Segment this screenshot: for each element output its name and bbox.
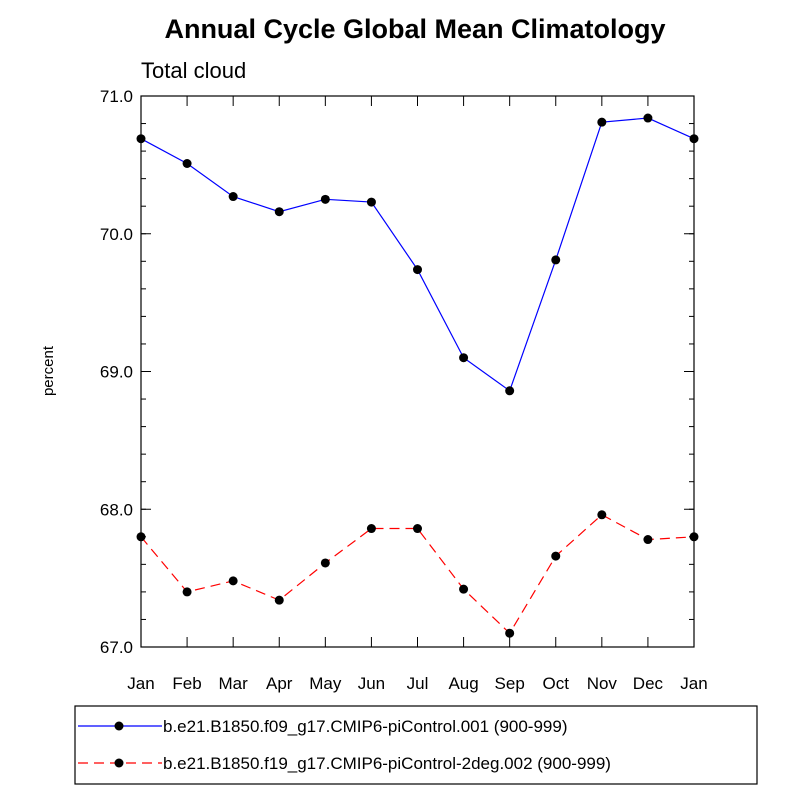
series-2 (136, 510, 699, 638)
x-tick-label: Mar (219, 674, 249, 693)
series-1 (136, 113, 699, 396)
x-tick-label: Sep (495, 674, 525, 693)
data-point (689, 532, 699, 542)
data-point (366, 197, 376, 207)
x-tick-label: Jan (127, 674, 154, 693)
data-point (551, 551, 561, 561)
legend-item-1: b.e21.B1850.f09_g17.CMIP6-piControl.001 … (78, 717, 568, 736)
x-tick-label: Nov (587, 674, 618, 693)
data-point (320, 558, 330, 568)
data-point (689, 134, 699, 144)
data-point (505, 628, 515, 638)
x-tick-label: May (309, 674, 342, 693)
legend-label: b.e21.B1850.f09_g17.CMIP6-piControl.001 … (163, 717, 568, 736)
data-point (597, 117, 607, 127)
x-tick-label: Oct (543, 674, 570, 693)
legend-label: b.e21.B1850.f19_g17.CMIP6-piControl-2deg… (163, 754, 611, 773)
plot-frame (140, 95, 695, 648)
legend-marker (114, 758, 124, 768)
data-point (459, 584, 469, 594)
y-tick-label: 70.0 (100, 225, 133, 244)
chart-title: Annual Cycle Global Mean Climatology (164, 14, 665, 44)
legend-item-2: b.e21.B1850.f19_g17.CMIP6-piControl-2deg… (78, 754, 611, 773)
legend: b.e21.B1850.f09_g17.CMIP6-piControl.001 … (78, 717, 611, 773)
data-point (228, 192, 238, 202)
data-point (274, 595, 284, 605)
data-point (413, 265, 422, 275)
y-axis-label: percent (40, 345, 57, 396)
data-point (228, 576, 238, 586)
chart-subtitle: Total cloud (141, 58, 246, 83)
data-point (274, 207, 284, 217)
data-point (459, 353, 469, 363)
x-tick-label: Jun (358, 674, 385, 693)
x-tick-label: Jul (407, 674, 429, 693)
data-point (643, 113, 653, 123)
x-tick-label: Apr (266, 674, 293, 693)
data-point (136, 134, 146, 144)
data-point (136, 532, 146, 542)
x-tick-label: Jan (680, 674, 707, 693)
y-tick-label: 69.0 (100, 363, 133, 382)
data-point (366, 524, 376, 534)
y-tick-label: 71.0 (100, 87, 133, 106)
legend-marker (114, 721, 124, 731)
y-tick-label: 68.0 (100, 500, 133, 519)
x-tick-label: Dec (633, 674, 664, 693)
data-point (182, 587, 192, 597)
x-tick-label: Feb (172, 674, 201, 693)
series-line (140, 117, 695, 392)
legend-box (74, 705, 758, 785)
data-point (551, 255, 561, 265)
data-point (182, 158, 192, 168)
axis-ticks: Jan Feb Mar Apr May Jun Jul Aug Sep Oct Nov Dec Jan 6… (100, 87, 708, 693)
x-tick-label: Aug (448, 674, 478, 693)
series-layer (136, 113, 699, 638)
data-point (505, 386, 515, 396)
y-tick-label: 67.0 (100, 638, 133, 657)
data-point (597, 510, 607, 520)
data-point (413, 524, 422, 534)
data-point (320, 194, 330, 204)
data-point (643, 535, 653, 545)
